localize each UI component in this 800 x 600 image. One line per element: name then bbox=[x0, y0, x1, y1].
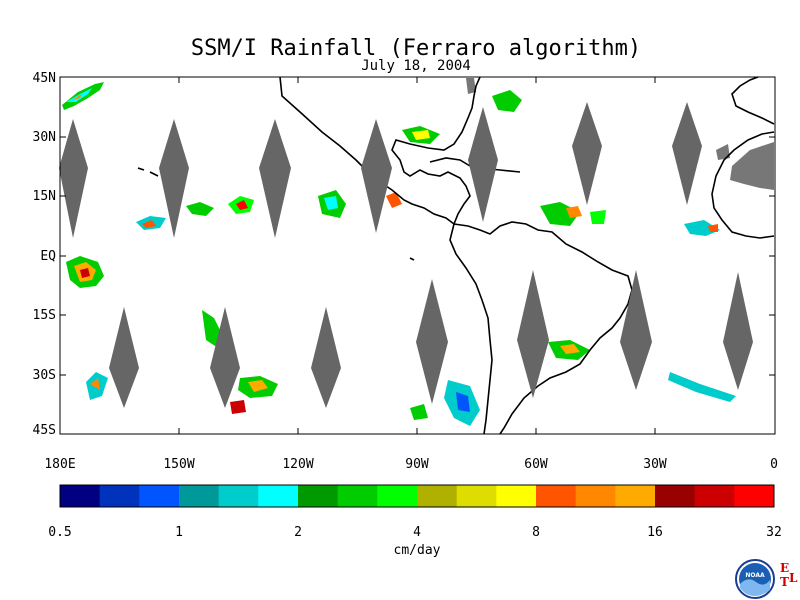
colorbar-tick-label: 2 bbox=[294, 525, 302, 540]
coast-south-america-west bbox=[449, 223, 493, 435]
lat-label: 45N bbox=[33, 71, 56, 86]
swath-gap-14 bbox=[723, 272, 753, 390]
coast-africa-west bbox=[711, 131, 775, 239]
colorbar-swatch bbox=[377, 485, 418, 507]
colorbar-swatch bbox=[615, 485, 656, 507]
swath-gap-9 bbox=[210, 307, 240, 408]
swath-gap-11 bbox=[416, 279, 448, 404]
map-title: SSM/I Rainfall (Ferraro algorithm) bbox=[191, 36, 641, 61]
colorbar-frame bbox=[59, 484, 775, 508]
lat-label: 45S bbox=[33, 423, 56, 438]
colorbar-tick-label: 32 bbox=[766, 525, 782, 540]
rain-patch-equatorial-west bbox=[66, 256, 104, 288]
colorbar-swatch bbox=[496, 485, 537, 507]
map-subtitle: July 18, 2004 bbox=[361, 58, 471, 74]
colorbar-swatch bbox=[139, 485, 180, 507]
longitude-labels: 180E 150W 120W 90W 60W 30W 0 bbox=[44, 457, 778, 472]
colorbar-swatch bbox=[298, 485, 339, 507]
lon-label: 180E bbox=[44, 457, 75, 472]
rain-patch-atlantic bbox=[492, 90, 720, 236]
colorbar-tick-label: 4 bbox=[413, 525, 421, 540]
grey-land-regions bbox=[466, 78, 774, 190]
lon-label: 90W bbox=[405, 457, 429, 472]
grey-region-africa bbox=[730, 142, 774, 190]
colorbar-tick-label: 16 bbox=[647, 525, 663, 540]
colorbar-swatch bbox=[179, 485, 220, 507]
coastlines bbox=[137, 76, 775, 435]
swath-gap-13 bbox=[620, 270, 652, 390]
rain-patch-south-pacific bbox=[86, 310, 278, 414]
etl-mark: E TL bbox=[780, 561, 798, 589]
colorbar-tick-labels: 0.5 1 2 4 8 16 32 bbox=[48, 525, 782, 540]
swath-gap-7 bbox=[672, 102, 702, 205]
lat-label: 15N bbox=[33, 189, 56, 204]
colorbar-swatch bbox=[655, 485, 696, 507]
rain-patch-nw bbox=[62, 82, 104, 110]
colorbar-swatch bbox=[734, 485, 775, 507]
colorbar-swatch bbox=[60, 485, 101, 507]
coast-africa bbox=[731, 76, 775, 125]
colorbar-swatches bbox=[60, 485, 775, 507]
colorbar-swatch bbox=[99, 485, 140, 507]
colorbar: 0.5 1 2 4 8 16 32 cm/day bbox=[48, 484, 782, 558]
lat-label: 30N bbox=[33, 130, 56, 145]
colorbar-swatch bbox=[258, 485, 299, 507]
lon-label: 0 bbox=[770, 457, 778, 472]
noaa-logo-text: NOAA bbox=[745, 572, 765, 579]
colorbar-swatch bbox=[536, 485, 577, 507]
rain-patch-itcz-west bbox=[136, 196, 254, 230]
lon-label: 150W bbox=[163, 457, 194, 472]
swath-gap-4 bbox=[361, 119, 392, 233]
latitude-labels: 45N 30N 15N EQ 15S 30S 45S bbox=[33, 71, 57, 438]
coast-island-galapagos bbox=[409, 257, 415, 261]
swath-gap-10 bbox=[311, 307, 341, 408]
lon-label: 120W bbox=[282, 457, 313, 472]
swath-gaps bbox=[59, 102, 753, 408]
coast-south-america bbox=[453, 221, 633, 435]
rain-patch-east-pacific bbox=[318, 126, 440, 218]
lat-label: 15S bbox=[33, 308, 56, 323]
swath-gap-12 bbox=[517, 270, 549, 398]
lat-label: 30S bbox=[33, 368, 56, 383]
colorbar-tick-label: 0.5 bbox=[48, 525, 71, 540]
colorbar-swatch bbox=[694, 485, 735, 507]
swath-gap-3 bbox=[259, 119, 291, 238]
coast-islands-hawaii bbox=[137, 167, 159, 177]
swath-gap-6 bbox=[572, 102, 602, 205]
colorbar-swatch bbox=[575, 485, 616, 507]
swath-gap-2 bbox=[159, 119, 189, 238]
colorbar-swatch bbox=[337, 485, 378, 507]
lon-label: 60W bbox=[524, 457, 548, 472]
colorbar-unit: cm/day bbox=[394, 543, 441, 558]
colorbar-swatch bbox=[417, 485, 458, 507]
swath-gap-5 bbox=[468, 107, 498, 222]
map-ticks bbox=[60, 77, 775, 434]
lat-label: EQ bbox=[40, 249, 56, 264]
noaa-logo-wave bbox=[740, 579, 770, 596]
swath-gap-1 bbox=[59, 119, 88, 238]
grey-region-sahara bbox=[716, 144, 730, 160]
rain-patch-south-america bbox=[410, 340, 736, 426]
noaa-logo: NOAA bbox=[735, 559, 775, 599]
colorbar-tick-label: 8 bbox=[532, 525, 540, 540]
colorbar-swatch bbox=[218, 485, 259, 507]
lon-label: 30W bbox=[643, 457, 667, 472]
map-area bbox=[59, 76, 776, 435]
rain-patches bbox=[62, 82, 736, 426]
swath-gap-8 bbox=[109, 307, 139, 408]
colorbar-tick-label: 1 bbox=[175, 525, 183, 540]
colorbar-swatch bbox=[456, 485, 497, 507]
grey-region-north bbox=[466, 78, 476, 94]
